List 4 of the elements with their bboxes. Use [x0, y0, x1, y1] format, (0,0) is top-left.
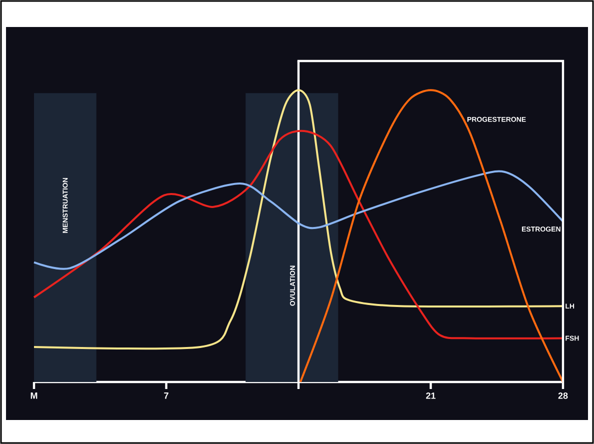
x-tick-label: 21 — [426, 392, 436, 399]
x-tick-label: M — [30, 392, 38, 399]
x-tick-label: 7 — [164, 392, 168, 399]
x-tick-label: 28 — [558, 392, 568, 399]
